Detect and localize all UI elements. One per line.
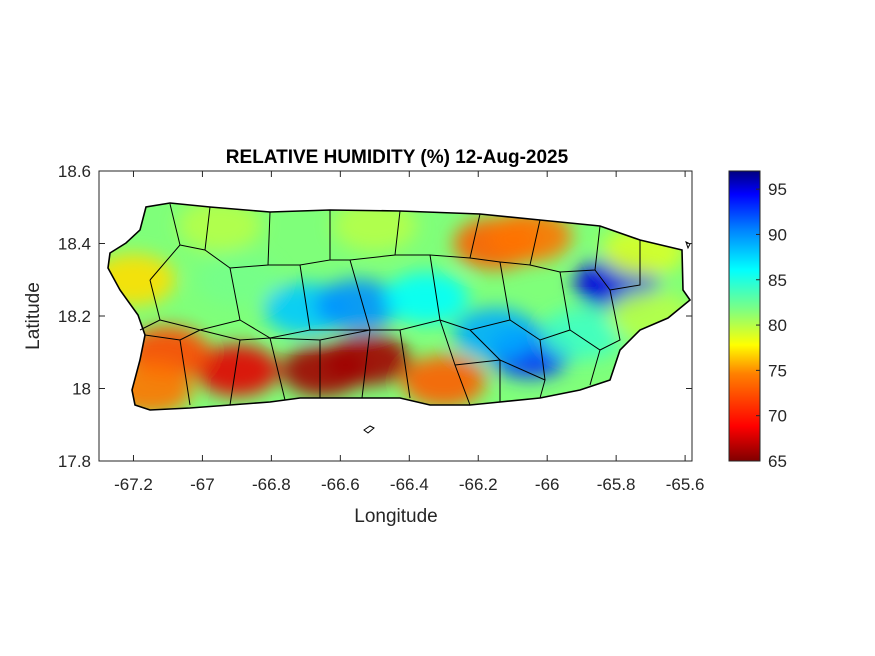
island-outline: [107, 202, 692, 411]
y-tick-label: 18.6: [58, 162, 91, 181]
humidity-zone: [177, 203, 262, 252]
x-tick-label: -67: [190, 475, 215, 494]
humidity-zone: [487, 210, 572, 263]
colorbar-tick-label: 70: [768, 407, 787, 426]
x-tick-label: -65.6: [666, 475, 705, 494]
humidity-zone: [325, 333, 410, 386]
humidity-zone: [453, 308, 538, 361]
colorbar-tick-label: 75: [768, 361, 787, 380]
x-tick-label: -66.6: [321, 475, 360, 494]
x-tick-label: -66.2: [459, 475, 498, 494]
x-tick-label: -66.4: [390, 475, 429, 494]
municipality-borders: [139, 203, 641, 406]
x-tick-label: -67.2: [114, 475, 153, 494]
humidity-zone: [539, 308, 624, 361]
caja-de-muertos-island: [363, 425, 375, 434]
y-tick-label: 18: [72, 380, 91, 399]
map-title: RELATIVE HUMIDITY (%) 12-Aug-2025: [226, 147, 569, 168]
humidity-zone: [332, 203, 417, 252]
x-tick-label: -66.8: [252, 475, 291, 494]
colorbar-tick-label: 90: [768, 225, 787, 244]
x-tick-label: -65.8: [597, 475, 636, 494]
x-axis-ticks: -67.2 -67 -66.8 -66.6 -66.4 -66.2 -66 -65.8 -65.…: [114, 171, 704, 494]
y-tick-label: 18.4: [58, 235, 91, 254]
x-axis-label: Longitude: [354, 506, 437, 527]
humidity-zone: [194, 344, 279, 397]
colorbar: [728, 170, 761, 462]
y-axis-label: Latitude: [23, 282, 44, 350]
y-tick-label: 18.2: [58, 307, 91, 326]
y-tick-label: 17.8: [58, 452, 91, 471]
colorbar-tick-label: 95: [768, 180, 787, 199]
colorbar-ticks: 65 70 75 80 85 90 95: [756, 180, 787, 471]
y-axis-ticks: 17.8 18 18.2 18.4 18.6: [58, 162, 692, 471]
colorbar-tick-label: 80: [768, 316, 787, 335]
humidity-zone: [384, 271, 469, 324]
colorbar-tick-label: 65: [768, 452, 787, 471]
x-tick-label: -66: [535, 475, 560, 494]
humidity-zone: [401, 355, 486, 408]
humidity-zone: [194, 253, 279, 306]
humidity-zone: [315, 279, 400, 332]
colorbar-tick-label: 85: [768, 271, 787, 290]
